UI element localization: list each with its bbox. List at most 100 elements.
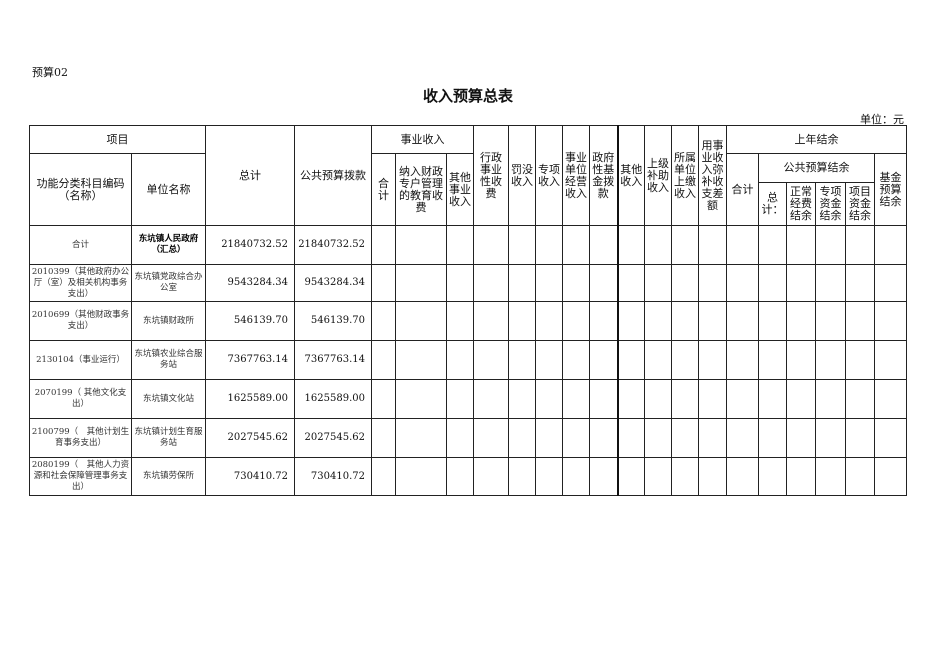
header-bi-total: 合计 [371,153,396,226]
cell-empty [445,418,475,458]
cell-func-code: 2010399（其他政府办公厅（室）及相关机构事务支出） [29,264,132,302]
cell-empty [562,418,591,458]
header-subordinate: 所属单位上缴收入 [671,125,700,226]
cell-empty [845,418,876,458]
cell-empty [508,457,537,496]
cell-empty [726,301,760,341]
header-superior: 上级补助收入 [644,125,673,226]
cell-empty [845,301,876,341]
cell-func-code: 合计 [29,225,132,265]
header-other: 其他收入 [616,125,646,226]
cell-empty [395,379,447,419]
cell-empty [535,301,564,341]
header-ly-project: 项目资金结余 [845,182,876,226]
cell-total: 21840732.52 [205,225,295,265]
cell-total: 2027545.62 [205,418,295,458]
cell-empty [371,418,396,458]
cell-empty [371,225,396,265]
cell-empty [371,379,396,419]
cell-empty [874,264,908,302]
cell-empty [758,340,788,380]
header-fines: 罚没收入 [508,125,537,226]
cell-empty [758,301,788,341]
cell-empty [845,264,876,302]
cell-empty [473,225,510,265]
cell-empty [671,340,700,380]
cell-empty [698,225,728,265]
cell-empty [395,340,447,380]
cell-empty [616,418,646,458]
cell-empty [758,418,788,458]
cell-empty [562,225,591,265]
cell-empty [589,379,619,419]
page-title: 收入预算总表 [422,87,513,105]
cell-empty [473,379,510,419]
cell-empty [698,457,728,496]
cell-empty [589,301,619,341]
cell-empty [845,379,876,419]
cell-empty [616,379,646,419]
cell-empty [535,379,564,419]
header-gov-fund: 政府性基金拨款 [589,125,619,226]
unit-label: 单位：元 [860,113,904,126]
cell-unit-name: 东坑镇计划生育服务站 [131,418,206,458]
cell-public-budget: 1625589.00 [294,379,372,419]
cell-public-budget: 2027545.62 [294,418,372,458]
header-last-year: 上年结余 [726,125,908,154]
cell-empty [508,418,537,458]
cell-empty [473,264,510,302]
cell-empty [644,264,673,302]
cell-empty [395,418,447,458]
cell-empty [874,379,908,419]
cell-empty [395,225,447,265]
header-operation: 事业单位经营收入 [562,125,591,226]
cell-unit-name: 东坑镇文化站 [131,379,206,419]
cell-empty [371,264,396,302]
cell-empty [473,457,510,496]
cell-empty [445,379,475,419]
cell-empty [874,301,908,341]
header-item: 项目 [29,125,206,154]
cell-empty [726,225,760,265]
cell-empty [671,457,700,496]
header-ly-fund: 基金预算结余 [874,153,908,226]
cell-empty [671,264,700,302]
header-unit-name: 单位名称 [131,153,206,226]
cell-empty [445,264,475,302]
cell-func-code: 2100799（ 其他计划生育事务支出） [29,418,132,458]
cell-empty [562,301,591,341]
cell-unit-name: 东坑镇财政所 [131,301,206,341]
cell-empty [616,225,646,265]
header-func-code: 功能分类科目编码（名称） [29,153,132,226]
cell-total: 546139.70 [205,301,295,341]
cell-empty [815,418,847,458]
cell-empty [589,264,619,302]
header-ly-public: 公共预算结余 [758,153,876,183]
cell-func-code: 2070199（ 其他文化支出） [29,379,132,419]
cell-func-code: 2080199（ 其他人力资源和社会保障管理事务支出） [29,457,132,496]
cell-empty [535,264,564,302]
cell-empty [508,340,537,380]
cell-public-budget: 21840732.52 [294,225,372,265]
cell-empty [562,457,591,496]
cell-empty [535,340,564,380]
income-budget-table: 项目 总计 公共预算拨款 事业收入 行政事业性收费 罚没收入 专项收入 事业单位… [29,125,908,496]
header-public-budget: 公共预算拨款 [294,125,372,226]
cell-empty [758,379,788,419]
cell-empty [758,264,788,302]
cell-empty [445,225,475,265]
cell-unit-name: 东坑镇人民政府（汇总） [131,225,206,265]
cell-empty [562,340,591,380]
cell-public-budget: 9543284.34 [294,264,372,302]
cell-empty [508,264,537,302]
cell-empty [786,457,817,496]
cell-empty [562,264,591,302]
cell-empty [786,340,817,380]
table-row: 合计 东坑镇人民政府（汇总） 21840732.52 21840732.52 [29,225,908,265]
table-row: 2070199（ 其他文化支出） 东坑镇文化站 1625589.00 1625589.… [29,379,908,419]
cell-empty [698,264,728,302]
cell-func-code: 2130104（事业运行） [29,340,132,380]
form-code: 预算02 [32,66,68,79]
table-body: 合计 东坑镇人民政府（汇总） 21840732.52 21840732.52 20103… [29,225,908,496]
cell-empty [508,225,537,265]
